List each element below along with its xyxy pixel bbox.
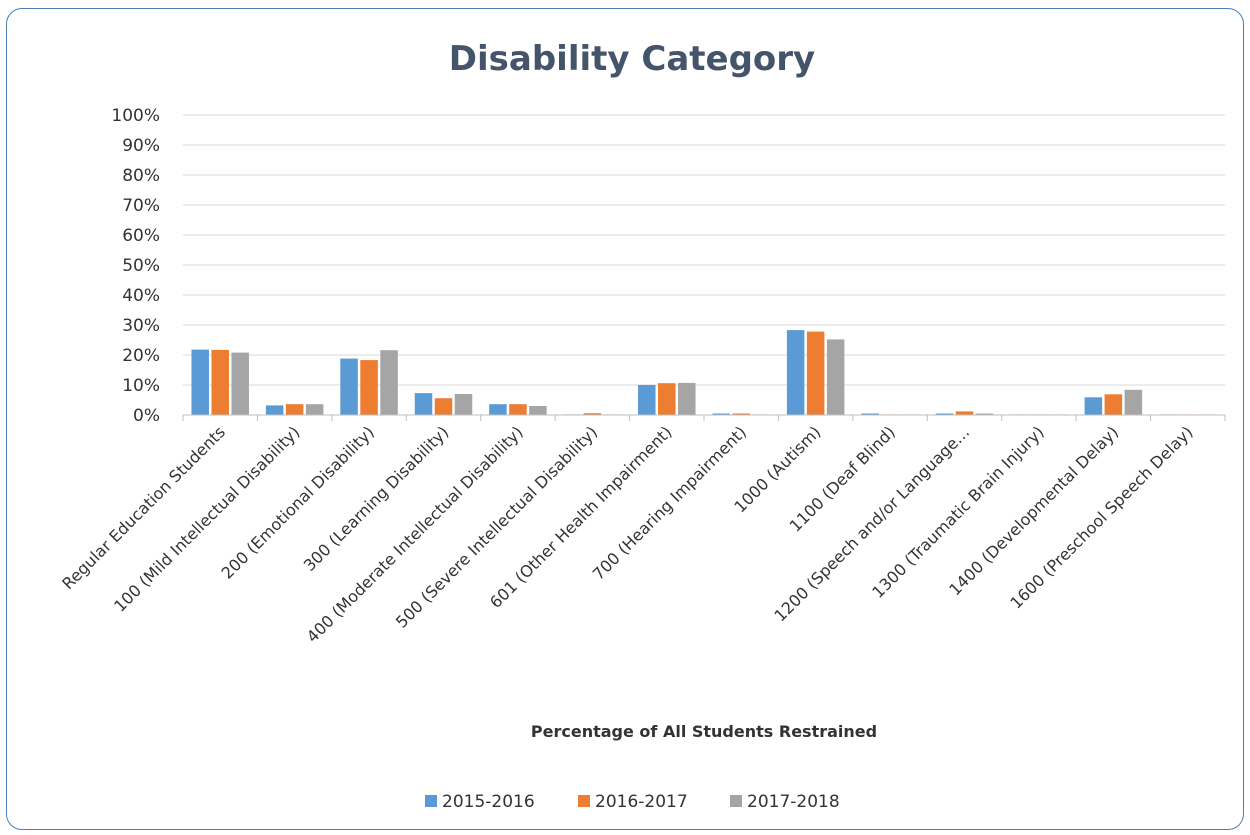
legend-swatch (578, 795, 590, 807)
bar (305, 404, 324, 415)
bar (434, 398, 453, 415)
y-tick-label: 0% (133, 406, 160, 426)
bar (861, 413, 879, 415)
bars (191, 330, 1217, 415)
y-tick-label: 90% (122, 136, 160, 156)
legend-label: 2016-2017 (595, 792, 688, 812)
legend: 2015-2016 2016-2017 2017-2018 (425, 792, 840, 812)
y-tick-label: 60% (122, 226, 160, 246)
bar (1124, 389, 1143, 415)
category-label: 700 (Hearing Impairment) (589, 422, 750, 583)
bar (414, 393, 433, 415)
bar (935, 413, 954, 415)
x-axis-label: Percentage of All Students Restrained (531, 722, 877, 741)
bar (231, 352, 249, 415)
y-tick-label: 80% (122, 166, 160, 186)
bar (806, 331, 825, 415)
y-tick-label: 30% (122, 316, 160, 336)
legend-swatch (425, 795, 437, 807)
y-tick-label: 50% (122, 256, 160, 276)
bar (380, 350, 398, 415)
legend-label: 2017-2018 (747, 792, 840, 812)
bar (955, 411, 974, 415)
bar (975, 413, 994, 415)
bar (191, 349, 209, 415)
bar (712, 413, 730, 415)
category-label: 300 (Learning Disability) (300, 422, 453, 575)
y-axis-ticks: 0% 10% 20% 30% 40% 50% 60% 70% 80% 90% 100% (111, 106, 160, 426)
x-axis (182, 414, 1226, 421)
bar (1084, 397, 1103, 415)
bar (826, 339, 845, 415)
bar (786, 330, 805, 415)
y-tick-label: 40% (122, 286, 160, 306)
bar (583, 413, 602, 415)
y-tick-label: 10% (122, 376, 160, 396)
bar (265, 405, 284, 415)
bar (529, 406, 547, 415)
bar (678, 382, 696, 415)
legend-label: 2015-2016 (442, 792, 535, 812)
bar (509, 404, 527, 415)
legend-swatch (730, 795, 742, 807)
bar (732, 413, 750, 415)
grid-lines (183, 114, 1225, 386)
bar (658, 383, 676, 415)
bar (360, 360, 378, 415)
y-tick-label: 100% (111, 106, 160, 126)
bar (638, 385, 656, 415)
bar (211, 349, 229, 415)
bar (454, 394, 473, 415)
chart-title: Disability Category (449, 39, 815, 79)
y-tick-label: 70% (122, 196, 160, 216)
bar (489, 404, 507, 415)
bar (285, 404, 304, 415)
category-label: 200 (Emotional Disability) (218, 422, 378, 582)
bar (1104, 394, 1123, 415)
y-tick-label: 20% (122, 346, 160, 366)
bar (340, 358, 358, 415)
